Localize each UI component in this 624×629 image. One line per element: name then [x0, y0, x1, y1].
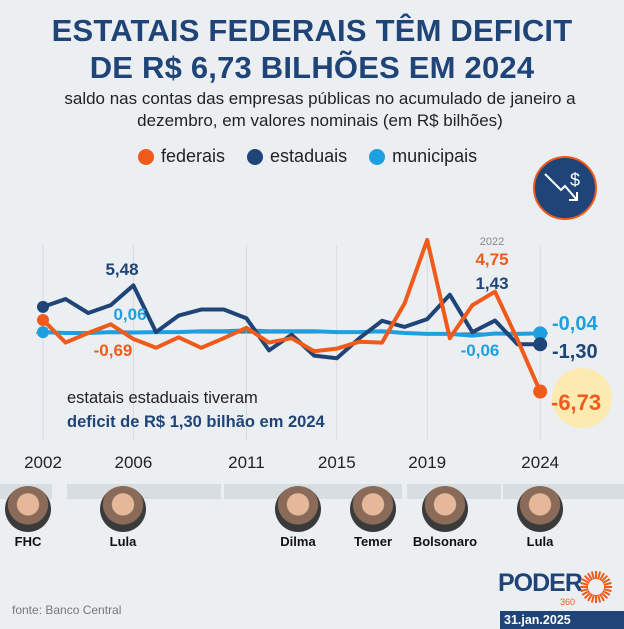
source-note: fonte: Banco Central: [12, 603, 122, 617]
sun-ray: [603, 588, 612, 593]
avatar: [517, 486, 563, 532]
note-line-1: estatais estaduais tiveram: [67, 389, 258, 407]
data-label-estaduais-2022: 1,43: [475, 274, 508, 293]
data-label-estaduais-2006: 5,48: [105, 260, 138, 279]
sun-ray: [590, 594, 595, 603]
logo-360: 360: [560, 597, 576, 607]
legend-item-estaduais: estaduais: [247, 146, 347, 167]
x-tick-label: 2011: [228, 453, 265, 472]
start-point-municipais: [37, 326, 49, 339]
sun-ray: [587, 593, 593, 602]
highlight-circle: [552, 368, 612, 428]
sun-ray: [602, 578, 611, 584]
start-point-federais: [37, 313, 49, 326]
president-name: Lula: [109, 534, 137, 549]
legend-swatch: [369, 148, 386, 165]
data-label-estaduais-2024: -1,30: [552, 341, 598, 363]
sun-ray: [587, 572, 593, 581]
data-label-municipais-2022: -0,06: [461, 341, 500, 360]
legend-swatch: [247, 148, 264, 165]
avatar: [350, 486, 396, 532]
president-name: Temer: [353, 534, 393, 549]
president-name: Lula: [526, 534, 554, 549]
end-point-estaduais: [533, 337, 548, 352]
president-fhc: FHC: [0, 486, 63, 549]
sun-ray: [581, 590, 590, 596]
sun-ray: [597, 571, 602, 580]
year-label: 2022: [480, 236, 504, 248]
legend-label: federais: [161, 146, 226, 166]
chart-subtitle: saldo nas contas das empresas públicas n…: [64, 89, 576, 130]
x-tick-label: 2024: [521, 453, 559, 472]
x-tick-label: 2002: [24, 453, 62, 472]
president-bolsonaro: Bolsonaro: [410, 486, 480, 549]
x-tick-label: 2015: [318, 453, 356, 472]
legend-item-federais: federais: [138, 146, 225, 167]
avatar: [100, 486, 146, 532]
publish-date: 31.jan.2025: [500, 611, 624, 629]
president-lula-2: Lula: [505, 486, 575, 549]
poder360-logo: PODER: [498, 569, 583, 597]
end-point-federais: [533, 384, 548, 399]
avatar: [275, 486, 321, 532]
sun-ray: [599, 572, 605, 581]
legend-swatch: [138, 148, 154, 165]
note-line-2: deficit de R$ 1,30 bilhão em 2024: [67, 413, 325, 431]
president-dilma: Dilma: [263, 486, 333, 549]
sun-ray: [597, 594, 602, 603]
x-tick-label: 2006: [114, 453, 152, 472]
end-point-municipais: [533, 326, 548, 341]
sun-ray: [602, 590, 611, 596]
chart-title: ESTATAIS FEDERAIS TÊM DEFICIT DE R$ 6,73…: [0, 12, 624, 86]
sun-ray: [590, 571, 595, 580]
sun-ray: [580, 588, 589, 593]
avatar: [5, 486, 51, 532]
data-label-federais-2006: -0,69: [94, 341, 133, 360]
series-line-estaduais: [42, 283, 541, 361]
logo-text: PODER: [498, 569, 583, 597]
data-label-municipais-2024: -0,04: [552, 313, 598, 335]
sun-ray: [600, 591, 609, 600]
svg-text:$: $: [570, 170, 580, 190]
dollar-trend-down-icon: $: [533, 156, 597, 220]
data-label-federais-2024: -6,73: [551, 390, 601, 415]
sun-ray: [600, 574, 609, 583]
x-tick-label: 2019: [408, 453, 446, 472]
data-label-federais-2022: 4,75: [475, 250, 508, 269]
legend: federais estaduais municipais: [138, 146, 477, 167]
legend-label: municipais: [392, 146, 478, 166]
data-label-municipais-2006: 0,06: [113, 305, 146, 324]
sun-ray: [581, 578, 590, 584]
title-line-1: ESTATAIS FEDERAIS TÊM DEFICIT: [51, 13, 573, 48]
legend-item-municipais: municipais: [369, 146, 477, 167]
start-point-estaduais: [37, 300, 49, 313]
annotation-note: estatais estaduais tiveram deficit de R$…: [67, 386, 325, 434]
president-name: Bolsonaro: [412, 534, 478, 549]
president-lula: Lula: [88, 486, 158, 549]
legend-label: estaduais: [270, 146, 348, 166]
sun-ray: [603, 581, 612, 586]
title-line-2: DE R$ 6,73 BILHÕES EM 2024: [89, 50, 535, 85]
president-name: Dilma: [280, 534, 316, 549]
president-temer: Temer: [338, 486, 408, 549]
sun-ray: [599, 593, 605, 602]
president-name: FHC: [14, 534, 42, 549]
sun-ray: [583, 591, 592, 600]
sun-ray: [583, 574, 592, 583]
sun-logo-icon: [580, 571, 612, 603]
avatar: [422, 486, 468, 532]
series-line-federais: [41, 237, 543, 393]
sun-ray: [580, 581, 589, 586]
